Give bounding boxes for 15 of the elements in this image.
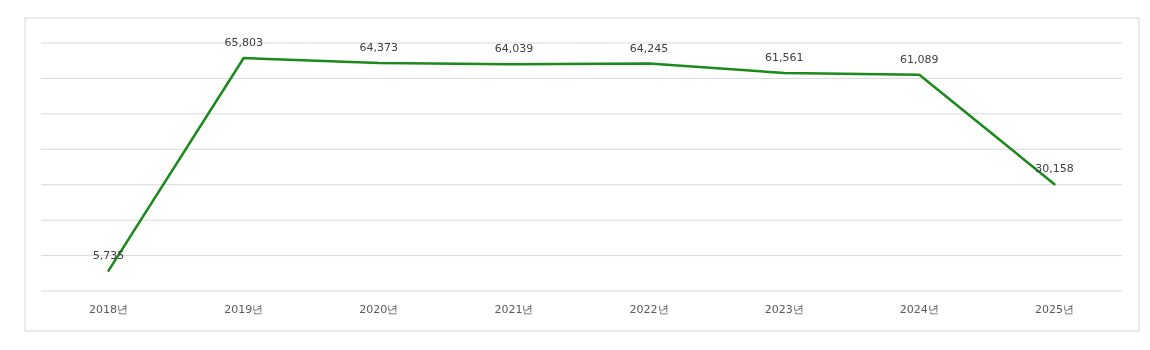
x-tick-label: 2018년 bbox=[89, 303, 129, 316]
data-label: 64,039 bbox=[494, 42, 534, 56]
x-tick-label: 2021년 bbox=[494, 303, 534, 316]
data-label: 61,089 bbox=[900, 52, 939, 66]
x-tick-label: 2022년 bbox=[629, 303, 669, 316]
x-tick-label: 2019년 bbox=[224, 303, 264, 316]
x-tick-label: 2024년 bbox=[899, 303, 939, 316]
data-label: 64,245 bbox=[629, 41, 669, 55]
data-label: 64,373 bbox=[359, 41, 399, 55]
data-label: 65,803 bbox=[224, 36, 263, 49]
x-tick-label: 2020년 bbox=[359, 303, 399, 316]
data-label: 61,561 bbox=[764, 51, 804, 65]
data-label: 30,158 bbox=[1035, 162, 1074, 176]
x-tick-label: 2023년 bbox=[764, 303, 804, 316]
x-tick-label: 2025년 bbox=[1034, 303, 1074, 316]
